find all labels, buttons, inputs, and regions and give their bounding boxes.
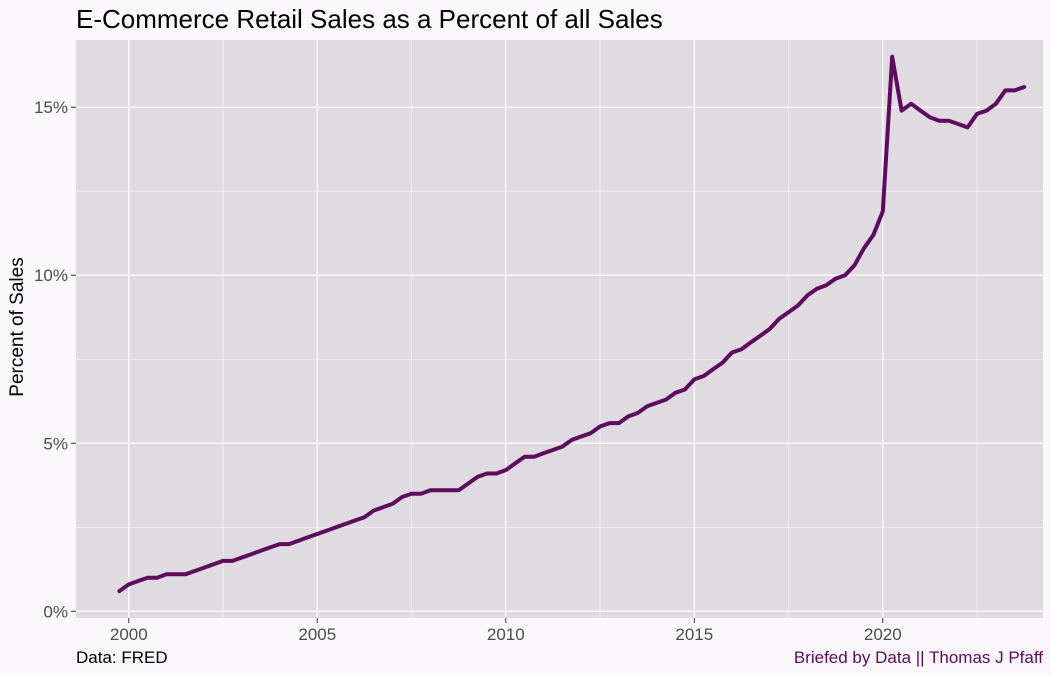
axis-ticks: 2000 2005 2010 2015 2020 0% 5% 10% 15% — [34, 98, 902, 644]
y-tick-label: 10% — [34, 266, 68, 285]
x-tick-label: 2000 — [110, 625, 148, 644]
x-tick-label: 2005 — [298, 625, 336, 644]
data-source-caption: Data: FRED — [76, 648, 168, 667]
series-line — [117, 54, 1027, 594]
y-tick-label: 0% — [43, 602, 68, 621]
y-tick-label: 5% — [43, 434, 68, 453]
x-tick-label: 2020 — [864, 625, 902, 644]
credit-caption: Briefed by Data || Thomas J Pfaff — [793, 648, 1043, 667]
x-tick-label: 2015 — [675, 625, 713, 644]
plot-panel — [76, 40, 1043, 618]
x-tick-label: 2010 — [487, 625, 525, 644]
y-axis-label: Percent of Sales — [7, 257, 28, 397]
chart-title: E-Commerce Retail Sales as a Percent of … — [76, 4, 663, 34]
y-tick-label: 15% — [34, 98, 68, 117]
gridlines — [76, 40, 1043, 618]
series-layer — [117, 54, 1027, 594]
